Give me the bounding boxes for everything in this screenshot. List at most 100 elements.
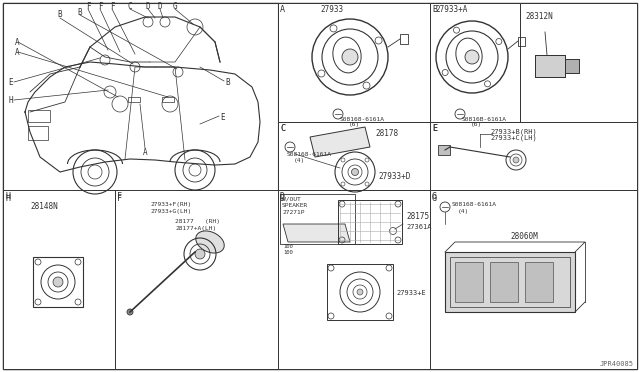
Bar: [490, 262, 518, 302]
Bar: [400, 34, 408, 44]
Circle shape: [357, 289, 363, 295]
Bar: [535, 55, 565, 77]
Text: 27933: 27933: [320, 5, 343, 14]
Text: (4): (4): [458, 209, 469, 214]
Text: SPEAKER: SPEAKER: [282, 203, 308, 208]
Bar: [430, 3, 520, 122]
Text: 28060M: 28060M: [510, 232, 538, 241]
Text: A: A: [280, 5, 285, 14]
Bar: [115, 190, 278, 369]
Text: G: G: [432, 192, 437, 201]
Bar: [162, 97, 174, 102]
Text: H: H: [5, 192, 10, 201]
Circle shape: [342, 49, 358, 65]
Bar: [327, 264, 393, 320]
Text: 27933+A: 27933+A: [435, 5, 467, 14]
Text: 100: 100: [283, 250, 292, 255]
Bar: [33, 257, 83, 307]
Text: C: C: [280, 124, 285, 133]
Text: F: F: [117, 192, 122, 201]
Bar: [535, 55, 565, 77]
Text: (4): (4): [294, 158, 305, 163]
Text: A: A: [15, 48, 20, 57]
Polygon shape: [310, 127, 370, 157]
Text: A: A: [143, 148, 147, 157]
Text: E: E: [8, 77, 13, 87]
Circle shape: [465, 50, 479, 64]
Text: 100: 100: [283, 244, 292, 249]
Text: H: H: [5, 194, 10, 203]
Text: C: C: [280, 124, 285, 133]
Text: 28177+A(LH): 28177+A(LH): [175, 226, 216, 231]
Bar: [565, 59, 579, 73]
Text: F: F: [86, 1, 90, 10]
Text: 27933+D: 27933+D: [378, 172, 410, 181]
Text: F: F: [117, 194, 122, 203]
Bar: [525, 262, 553, 302]
Circle shape: [513, 157, 519, 163]
Text: 28148N: 28148N: [30, 202, 58, 211]
Polygon shape: [283, 224, 350, 242]
Text: 27933+C(LH): 27933+C(LH): [490, 134, 537, 141]
Ellipse shape: [196, 231, 224, 253]
Text: B: B: [225, 77, 230, 87]
Text: 28175: 28175: [406, 212, 429, 221]
Circle shape: [351, 169, 358, 176]
Bar: [445, 252, 575, 312]
Text: 27361A: 27361A: [406, 224, 431, 230]
Text: D: D: [146, 1, 150, 10]
Bar: [430, 122, 637, 190]
Text: D: D: [280, 192, 285, 201]
Text: 27933+F(RH): 27933+F(RH): [150, 202, 191, 207]
Text: (6): (6): [349, 122, 360, 127]
Bar: [450, 257, 570, 307]
Bar: [438, 145, 450, 155]
Bar: [455, 262, 483, 302]
Text: S08168-6161A: S08168-6161A: [452, 202, 497, 207]
Text: S08168-6161A: S08168-6161A: [287, 152, 332, 157]
Text: 28312N: 28312N: [525, 12, 553, 21]
Text: 27933+G(LH): 27933+G(LH): [150, 209, 191, 214]
Text: F: F: [109, 1, 115, 10]
Bar: [278, 190, 430, 369]
Bar: [28, 110, 50, 122]
Text: C: C: [128, 1, 132, 10]
Circle shape: [127, 309, 133, 315]
Text: B: B: [58, 10, 62, 19]
Circle shape: [53, 277, 63, 287]
Text: 27271P: 27271P: [282, 210, 305, 215]
Text: 28178: 28178: [375, 129, 398, 138]
Bar: [430, 190, 637, 369]
Text: S0816B-6161A: S0816B-6161A: [462, 117, 507, 122]
Text: 27933+B(RH): 27933+B(RH): [490, 128, 537, 135]
Text: (6): (6): [471, 122, 483, 127]
Bar: [518, 37, 525, 46]
Text: D: D: [280, 194, 285, 203]
Text: E: E: [432, 124, 437, 133]
Bar: [128, 97, 140, 102]
Bar: [3, 190, 115, 369]
Text: A: A: [15, 38, 20, 46]
Text: B: B: [77, 7, 83, 16]
Bar: [338, 200, 402, 244]
Bar: [278, 122, 430, 190]
Text: JPR40085: JPR40085: [600, 361, 634, 367]
Text: 28177   (RH): 28177 (RH): [175, 219, 220, 224]
Text: W/OUT: W/OUT: [282, 196, 301, 201]
Text: H: H: [8, 96, 13, 105]
Bar: [520, 3, 637, 122]
Bar: [280, 194, 355, 244]
Bar: [28, 126, 48, 140]
Circle shape: [195, 249, 205, 259]
Text: E: E: [220, 112, 225, 122]
Text: D: D: [157, 1, 163, 10]
Text: B: B: [432, 5, 437, 14]
Text: G: G: [432, 194, 437, 203]
Text: E: E: [432, 124, 437, 133]
Text: G: G: [173, 1, 177, 10]
Bar: [3, 3, 278, 369]
Text: 27933+E: 27933+E: [396, 290, 426, 296]
Bar: [565, 59, 579, 73]
Text: S08168-6161A: S08168-6161A: [340, 117, 385, 122]
Bar: [278, 3, 430, 122]
